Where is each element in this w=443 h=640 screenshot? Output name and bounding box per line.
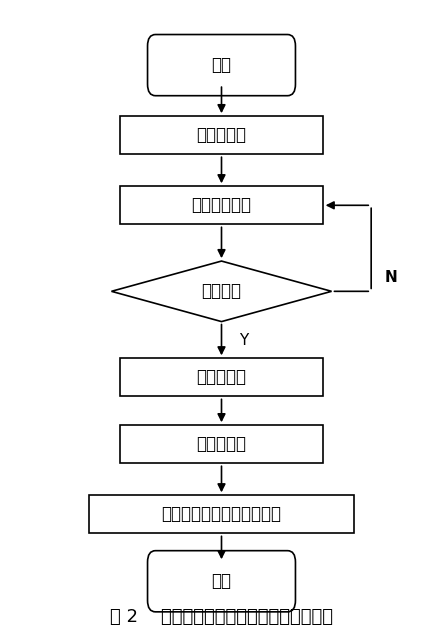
Bar: [120, 358, 323, 396]
Text: 开始: 开始: [211, 56, 232, 74]
Text: 图 2    双怠速法检测尾气排放的程序流程图: 图 2 双怠速法检测尾气排放的程序流程图: [110, 608, 333, 626]
Text: 计算、显示、存储检测结果: 计算、显示、存储检测结果: [162, 506, 281, 524]
Bar: [89, 495, 354, 534]
Text: Y: Y: [239, 333, 249, 348]
FancyBboxPatch shape: [148, 35, 295, 96]
Bar: [120, 425, 323, 463]
Text: 低怠速测量: 低怠速测量: [197, 435, 246, 453]
Text: 输入车辆数据: 输入车辆数据: [191, 196, 252, 214]
Text: 系统初始化: 系统初始化: [197, 126, 246, 144]
FancyBboxPatch shape: [148, 550, 295, 612]
Text: 高怠速测量: 高怠速测量: [197, 369, 246, 387]
Bar: [120, 116, 323, 154]
Bar: [120, 186, 323, 225]
Text: 汽车到位: 汽车到位: [202, 282, 241, 300]
Polygon shape: [112, 261, 331, 321]
Text: N: N: [385, 270, 397, 285]
Text: 结束: 结束: [211, 572, 232, 590]
